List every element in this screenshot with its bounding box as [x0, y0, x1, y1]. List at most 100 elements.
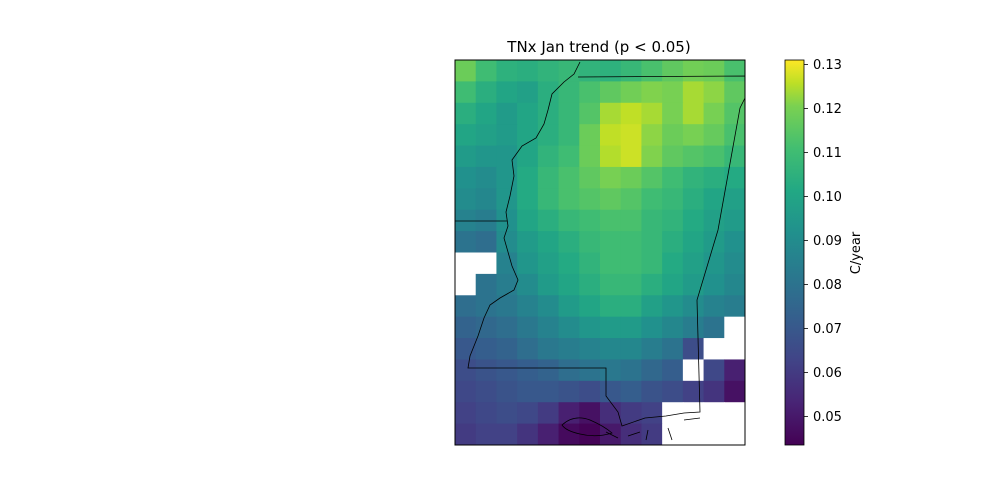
- trend-cell: [579, 231, 601, 254]
- trend-cell: [517, 166, 539, 189]
- trend-cell: [682, 380, 705, 403]
- trend-cell: [496, 124, 518, 147]
- trend-cell: [537, 231, 560, 254]
- trend-cell: [455, 380, 477, 403]
- trend-cell: [724, 252, 745, 275]
- trend-cell: [537, 81, 560, 104]
- trend-cell: [475, 295, 498, 318]
- trend-cell: [517, 81, 539, 104]
- trend-cell: [682, 273, 705, 296]
- trend-cell: [579, 338, 601, 361]
- trend-grid: [455, 60, 745, 445]
- trend-cell: [724, 145, 745, 168]
- trend-cell: [600, 338, 622, 361]
- trend-cell: [600, 273, 622, 296]
- trend-cell: [579, 316, 601, 339]
- trend-cell: [682, 316, 705, 339]
- trend-cell: [496, 166, 518, 189]
- trend-cell: [537, 124, 560, 147]
- trend-cell: [620, 145, 643, 168]
- trend-cell: [558, 102, 580, 125]
- trend-cell: [496, 252, 518, 275]
- trend-cell: [558, 81, 580, 104]
- trend-cell: [455, 145, 477, 168]
- missing-cell: [724, 423, 745, 445]
- trend-cell: [662, 273, 684, 296]
- trend-cell: [537, 295, 560, 318]
- trend-cell: [558, 252, 580, 275]
- trend-cell: [496, 81, 518, 104]
- trend-cell: [682, 166, 705, 189]
- trend-cell: [620, 359, 643, 382]
- trend-cell: [537, 338, 560, 361]
- trend-cell: [496, 273, 518, 296]
- trend-cell: [579, 209, 601, 232]
- trend-cell: [620, 423, 643, 445]
- missing-cell: [682, 359, 705, 382]
- trend-cell: [703, 295, 725, 318]
- missing-cell: [682, 423, 705, 445]
- trend-cell: [558, 145, 580, 168]
- trend-cell: [579, 423, 601, 445]
- trend-cell: [682, 252, 705, 275]
- trend-cell: [537, 166, 560, 189]
- trend-cell: [455, 81, 477, 104]
- colorbar-tick-label: 0.13: [813, 58, 842, 73]
- trend-cell: [517, 273, 539, 296]
- trend-cell: [620, 124, 643, 147]
- trend-cell: [558, 423, 580, 445]
- trend-cell: [579, 188, 601, 211]
- trend-cell: [475, 402, 498, 425]
- trend-cell: [682, 209, 705, 232]
- trend-cell: [641, 252, 663, 275]
- trend-cell: [475, 338, 498, 361]
- trend-cell: [703, 209, 725, 232]
- trend-cell: [579, 380, 601, 403]
- trend-cell: [682, 338, 705, 361]
- trend-cell: [682, 102, 705, 125]
- trend-cell: [517, 295, 539, 318]
- trend-cell: [558, 295, 580, 318]
- trend-cell: [558, 316, 580, 339]
- trend-cell: [641, 102, 663, 125]
- mississippi-border: [467, 61, 745, 427]
- trend-cell: [620, 188, 643, 211]
- trend-cell: [579, 124, 601, 147]
- missing-cell: [662, 423, 684, 445]
- colorbar-tick-label: 0.10: [813, 190, 842, 205]
- trend-cell: [537, 316, 560, 339]
- missing-cell: [724, 402, 745, 425]
- trend-cell: [600, 102, 622, 125]
- trend-cell: [682, 145, 705, 168]
- trend-cell: [475, 124, 498, 147]
- trend-cell: [517, 145, 539, 168]
- trend-cell: [475, 166, 498, 189]
- trend-cell: [724, 359, 745, 382]
- trend-cell: [537, 209, 560, 232]
- trend-cell: [475, 188, 498, 211]
- trend-cell: [517, 102, 539, 125]
- colorbar-tick-label: 0.12: [813, 102, 842, 117]
- trend-cell: [558, 380, 580, 403]
- trend-cell: [517, 188, 539, 211]
- trend-cell: [641, 145, 663, 168]
- missing-cell: [703, 423, 725, 445]
- trend-cell: [517, 423, 539, 445]
- colorbar-label: C/year: [849, 231, 864, 274]
- trend-cell: [517, 252, 539, 275]
- trend-cell: [579, 60, 601, 82]
- trend-cell: [662, 188, 684, 211]
- trend-cell: [496, 338, 518, 361]
- trend-cell: [537, 402, 560, 425]
- colorbar-ticks: 0.05 0.06 0.07 0.08 0.09 0.10 0.11 0.12 0.13: [804, 58, 842, 425]
- trend-cell: [620, 102, 643, 125]
- trend-cell: [703, 81, 725, 104]
- trend-cell: [724, 231, 745, 254]
- trend-cell: [475, 423, 498, 445]
- trend-cell: [475, 380, 498, 403]
- trend-cell: [682, 231, 705, 254]
- trend-cell: [579, 252, 601, 275]
- trend-cell: [558, 188, 580, 211]
- trend-cell: [517, 402, 539, 425]
- trend-cell: [496, 316, 518, 339]
